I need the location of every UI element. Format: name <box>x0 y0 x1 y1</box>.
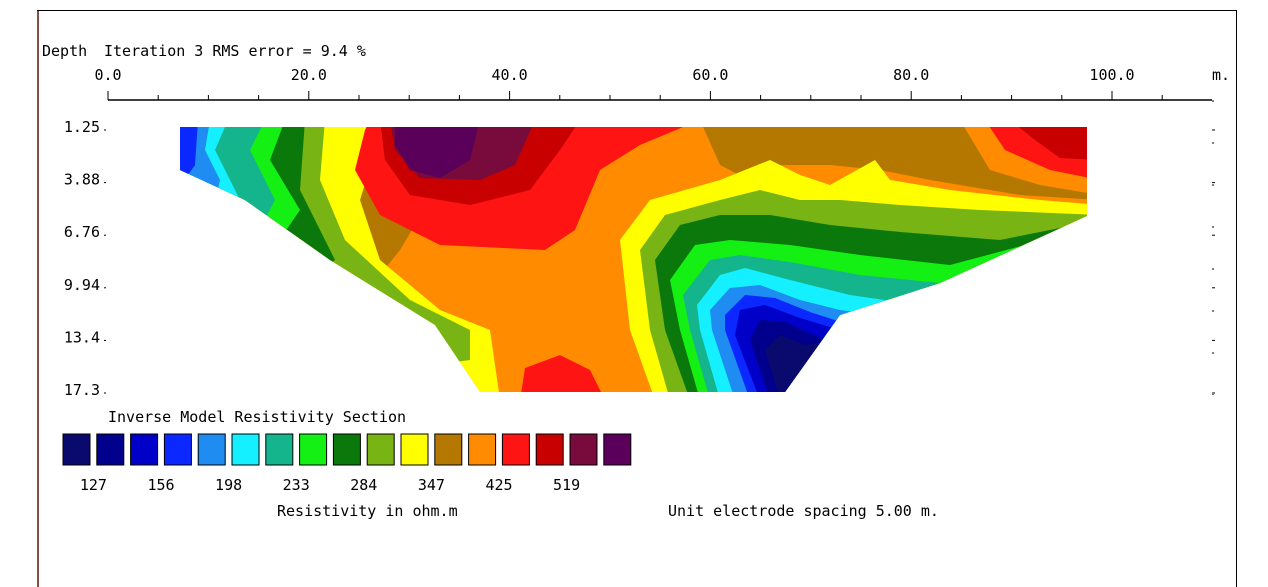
legend-swatch <box>265 433 294 466</box>
frame-top-border <box>37 10 1237 11</box>
x-tick-label: 60.0 <box>692 66 728 84</box>
legend-swatch <box>603 433 632 466</box>
x-tick-label: 80.0 <box>893 66 929 84</box>
section-band-purple-center <box>395 127 480 178</box>
section-band-darkred-right <box>1010 127 1087 160</box>
x-tick-label: 0.0 <box>94 66 121 84</box>
legend-value-label: 156 <box>147 476 174 494</box>
electrode-spacing-label: Unit electrode spacing 5.00 m. <box>668 502 939 520</box>
legend-swatch <box>197 433 226 466</box>
legend-value-label: 519 <box>553 476 580 494</box>
legend-swatch <box>501 433 530 466</box>
legend-value-label: 425 <box>485 476 512 494</box>
legend-value-label: 127 <box>80 476 107 494</box>
legend-swatch <box>62 433 91 466</box>
legend-swatch <box>332 433 361 466</box>
legend-title: Inverse Model Resistivity Section <box>108 408 406 426</box>
depth-tick-label: 17.3 <box>64 381 100 399</box>
legend-swatch <box>231 433 260 466</box>
legend-values: 127 156 198 233 284 347 425 519 <box>80 476 580 494</box>
legend-value-label: 233 <box>283 476 310 494</box>
x-unit-label: m. <box>1212 66 1230 84</box>
resistivity-unit-label: Resistivity in ohm.m <box>277 502 458 520</box>
depth-label: Depth <box>42 42 87 60</box>
depth-tick-label: 13.4 <box>64 328 100 346</box>
legend-swatch <box>569 433 598 466</box>
depth-tick-label: 3.88 <box>64 171 100 189</box>
legend-swatch <box>130 433 159 466</box>
legend-swatch <box>96 433 125 466</box>
depth-tick-labels: 1.25 3.88 6.76 9.94 13.4 17.3 <box>64 118 1215 399</box>
legend-swatch <box>299 433 328 466</box>
x-tick-labels: 0.0 20.0 40.0 60.0 80.0 100.0 <box>94 66 1134 84</box>
chart-title: Iteration 3 RMS error = 9.4 % <box>104 42 366 60</box>
resistivity-section <box>180 127 1087 392</box>
legend-swatch <box>434 433 463 466</box>
frame-left-border <box>37 10 39 587</box>
frame-right-border <box>1236 10 1237 587</box>
depth-tick-label: 1.25 <box>64 118 100 136</box>
depth-tick-label: 6.76 <box>64 223 100 241</box>
legend-value-label: 198 <box>215 476 242 494</box>
legend-value-label: 284 <box>350 476 377 494</box>
section-band-blue-left <box>180 127 198 200</box>
legend-swatch <box>535 433 564 466</box>
legend-swatch <box>468 433 497 466</box>
legend-swatch <box>366 433 395 466</box>
legend-swatches <box>62 433 632 466</box>
legend-swatch <box>400 433 429 466</box>
legend-swatch <box>163 433 192 466</box>
x-tick-label: 40.0 <box>492 66 528 84</box>
legend-value-label: 347 <box>418 476 445 494</box>
x-tick-label: 20.0 <box>291 66 327 84</box>
section-band-red-bottom <box>520 355 605 392</box>
depth-tick-label: 9.94 <box>64 276 100 294</box>
x-tick-label: 100.0 <box>1089 66 1134 84</box>
x-tick-marks <box>107 91 1163 100</box>
